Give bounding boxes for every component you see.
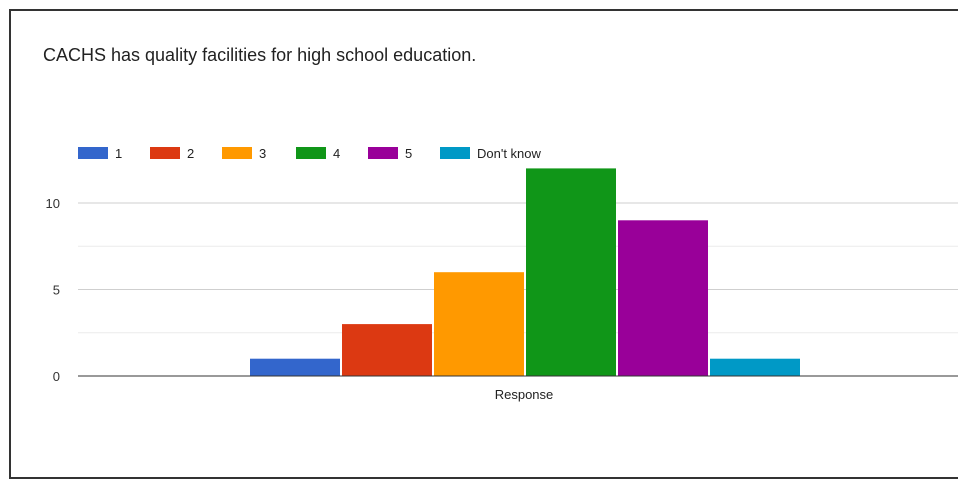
legend-swatch [296,147,326,159]
bar-series-2 [342,324,432,376]
y-tick-label: 0 [53,369,60,384]
chart-frame [9,9,958,479]
legend: 1 2 3 4 5 Don't know [78,146,542,161]
legend-label: 4 [333,146,340,161]
y-axis-ticks: 0 5 10 [46,196,60,384]
bars [250,168,800,376]
legend-label: 2 [187,146,194,161]
x-axis-label: Response [495,387,554,402]
legend-swatch [222,147,252,159]
y-tick-label: 5 [53,283,60,298]
legend-label: Don't know [477,146,542,161]
bar-series-6 [710,358,800,376]
legend-label: 3 [259,146,266,161]
bar-chart: 1 2 3 4 5 Don't know 0 5 10 Response [46,146,958,402]
bar-series-3 [434,272,524,376]
bar-series-1 [250,358,340,376]
legend-swatch [150,147,180,159]
legend-swatch [368,147,398,159]
y-tick-label: 10 [46,196,60,211]
legend-swatch [440,147,470,159]
bar-series-5 [618,220,708,376]
legend-label: 5 [405,146,412,161]
chart-title: CACHS has quality facilities for high sc… [43,45,477,65]
legend-label: 1 [115,146,122,161]
bar-series-4 [526,168,616,376]
legend-swatch [78,147,108,159]
